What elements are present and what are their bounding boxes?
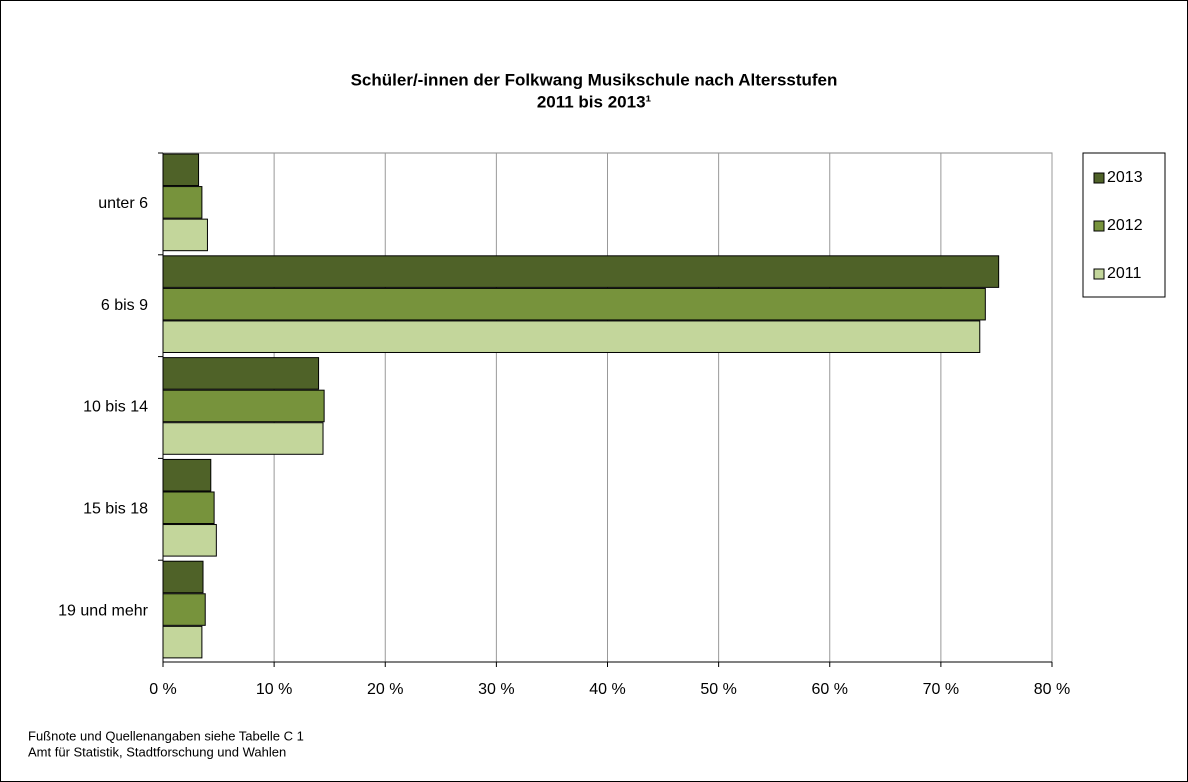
bar: [162, 389, 325, 423]
bar: [162, 255, 1000, 288]
y-tick-label: 19 und mehr: [58, 602, 149, 619]
y-tick-label: unter 6: [98, 195, 148, 212]
legend-label: 2013: [1107, 169, 1143, 186]
footnote: Fußnote und Quellenangaben siehe Tabelle…: [28, 728, 304, 743]
footnote: Amt für Statistik, Stadtforschung und Wa…: [28, 744, 286, 759]
y-tick-label: 6 bis 9: [101, 297, 148, 314]
legend-label: 2011: [1107, 265, 1142, 282]
bar: [162, 560, 204, 594]
bar: [162, 153, 200, 187]
legend-swatch: [1093, 172, 1105, 184]
bar: [162, 524, 217, 557]
bar: [162, 458, 212, 492]
x-tick-label: 40 %: [589, 681, 625, 698]
y-tick-label: 15 bis 18: [83, 501, 148, 518]
bar: [162, 357, 320, 390]
bar: [162, 422, 324, 455]
x-tick-label: 0 %: [149, 681, 177, 698]
bar: [162, 218, 208, 252]
x-tick-label: 50 %: [700, 681, 736, 698]
bar: [162, 320, 981, 353]
bar: [162, 491, 215, 525]
x-tick-label: 20 %: [367, 681, 403, 698]
legend-swatch: [1093, 268, 1105, 280]
bar: [162, 625, 203, 659]
y-tick-label: 10 bis 14: [83, 399, 148, 416]
x-tick-label: 30 %: [478, 681, 514, 698]
bar: [162, 593, 206, 626]
x-tick-label: 10 %: [256, 681, 292, 698]
legend-label: 2012: [1107, 217, 1143, 234]
x-tick-label: 60 %: [812, 681, 848, 698]
chart-subtitle: 2011 bis 2013¹: [537, 92, 652, 111]
bar: [162, 186, 203, 219]
legend-swatch: [1093, 220, 1105, 232]
bar: [162, 287, 986, 321]
chart-title: Schüler/-innen der Folkwang Musikschule …: [351, 70, 838, 89]
x-tick-label: 80 %: [1034, 681, 1070, 698]
x-tick-label: 70 %: [923, 681, 959, 698]
